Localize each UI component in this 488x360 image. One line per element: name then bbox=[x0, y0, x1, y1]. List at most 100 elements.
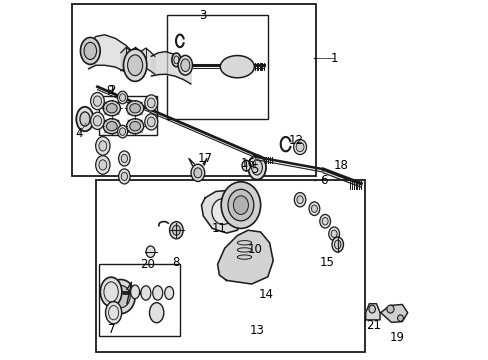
Ellipse shape bbox=[99, 141, 106, 151]
Ellipse shape bbox=[99, 160, 106, 170]
Ellipse shape bbox=[106, 279, 135, 314]
Ellipse shape bbox=[119, 169, 130, 184]
Ellipse shape bbox=[178, 55, 192, 75]
Bar bbox=[167, 15, 267, 119]
Ellipse shape bbox=[294, 193, 305, 207]
Ellipse shape bbox=[126, 101, 143, 116]
Bar bbox=[99, 96, 156, 135]
Ellipse shape bbox=[119, 128, 125, 135]
Ellipse shape bbox=[164, 287, 173, 300]
Ellipse shape bbox=[126, 119, 143, 134]
Ellipse shape bbox=[194, 168, 202, 178]
Bar bbox=[96, 180, 364, 352]
Ellipse shape bbox=[227, 189, 253, 221]
Ellipse shape bbox=[296, 196, 303, 204]
Text: 13: 13 bbox=[249, 324, 264, 337]
Ellipse shape bbox=[172, 225, 180, 235]
Bar bbox=[99, 264, 180, 336]
Text: 8: 8 bbox=[172, 256, 180, 269]
Ellipse shape bbox=[129, 104, 140, 113]
Ellipse shape bbox=[319, 215, 330, 228]
Ellipse shape bbox=[117, 91, 127, 104]
Ellipse shape bbox=[386, 305, 393, 313]
Text: 12: 12 bbox=[288, 134, 304, 147]
Ellipse shape bbox=[90, 93, 104, 110]
Text: 2: 2 bbox=[108, 84, 115, 97]
Ellipse shape bbox=[152, 286, 163, 300]
Ellipse shape bbox=[334, 240, 340, 249]
Text: 6: 6 bbox=[319, 174, 326, 186]
Polygon shape bbox=[380, 305, 407, 322]
Text: 7: 7 bbox=[108, 323, 115, 336]
Ellipse shape bbox=[84, 42, 96, 59]
Ellipse shape bbox=[147, 98, 155, 108]
Ellipse shape bbox=[322, 217, 327, 225]
Ellipse shape bbox=[90, 112, 104, 130]
Ellipse shape bbox=[331, 237, 343, 252]
Ellipse shape bbox=[123, 49, 146, 81]
Text: 15: 15 bbox=[319, 256, 334, 269]
Ellipse shape bbox=[146, 246, 155, 257]
Ellipse shape bbox=[93, 96, 102, 106]
Ellipse shape bbox=[111, 285, 130, 308]
Ellipse shape bbox=[121, 172, 127, 181]
Text: 16: 16 bbox=[240, 157, 255, 170]
Text: 14: 14 bbox=[258, 288, 273, 301]
Ellipse shape bbox=[293, 139, 306, 154]
Ellipse shape bbox=[171, 53, 181, 67]
Ellipse shape bbox=[233, 196, 248, 215]
Ellipse shape bbox=[141, 286, 151, 300]
Ellipse shape bbox=[76, 107, 93, 131]
Text: 10: 10 bbox=[247, 243, 262, 256]
Ellipse shape bbox=[96, 156, 110, 174]
Ellipse shape bbox=[144, 95, 158, 111]
Ellipse shape bbox=[211, 199, 234, 225]
Ellipse shape bbox=[129, 122, 140, 131]
Text: 18: 18 bbox=[333, 159, 348, 172]
Ellipse shape bbox=[103, 119, 120, 134]
Ellipse shape bbox=[149, 303, 163, 323]
Ellipse shape bbox=[368, 305, 375, 313]
Ellipse shape bbox=[296, 142, 304, 152]
Ellipse shape bbox=[80, 37, 100, 64]
Text: 17: 17 bbox=[197, 152, 212, 165]
Ellipse shape bbox=[220, 55, 254, 78]
Ellipse shape bbox=[311, 205, 317, 212]
Ellipse shape bbox=[147, 117, 155, 127]
Text: 3: 3 bbox=[199, 9, 206, 22]
Ellipse shape bbox=[144, 114, 158, 130]
Ellipse shape bbox=[251, 160, 262, 175]
Ellipse shape bbox=[242, 160, 250, 171]
Ellipse shape bbox=[100, 277, 122, 307]
Ellipse shape bbox=[119, 94, 125, 101]
Ellipse shape bbox=[103, 101, 120, 116]
Ellipse shape bbox=[105, 302, 122, 324]
Bar bbox=[72, 4, 316, 176]
Ellipse shape bbox=[308, 202, 319, 216]
Text: 19: 19 bbox=[388, 331, 404, 344]
Ellipse shape bbox=[127, 55, 142, 76]
Text: 20: 20 bbox=[140, 258, 155, 271]
Ellipse shape bbox=[93, 116, 102, 126]
Ellipse shape bbox=[221, 182, 260, 228]
Ellipse shape bbox=[328, 227, 339, 240]
Ellipse shape bbox=[119, 151, 130, 166]
Ellipse shape bbox=[130, 285, 139, 299]
Ellipse shape bbox=[330, 230, 336, 238]
Polygon shape bbox=[217, 230, 273, 284]
Polygon shape bbox=[201, 190, 247, 233]
Ellipse shape bbox=[169, 222, 183, 239]
Ellipse shape bbox=[106, 122, 117, 131]
Ellipse shape bbox=[117, 125, 127, 138]
Ellipse shape bbox=[96, 136, 110, 155]
Ellipse shape bbox=[106, 104, 117, 113]
Text: 11: 11 bbox=[211, 222, 226, 235]
Ellipse shape bbox=[80, 112, 90, 126]
Text: 21: 21 bbox=[366, 319, 380, 332]
Text: 9: 9 bbox=[106, 84, 114, 97]
Ellipse shape bbox=[121, 154, 127, 163]
Ellipse shape bbox=[397, 315, 403, 321]
Ellipse shape bbox=[191, 164, 204, 181]
Ellipse shape bbox=[181, 59, 189, 72]
Ellipse shape bbox=[174, 56, 179, 64]
